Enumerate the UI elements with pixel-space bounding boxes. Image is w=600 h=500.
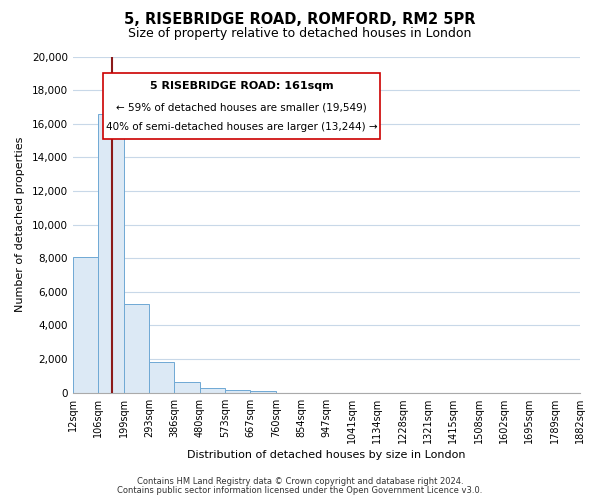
Text: Size of property relative to detached houses in London: Size of property relative to detached ho… <box>128 28 472 40</box>
Text: ← 59% of detached houses are smaller (19,549): ← 59% of detached houses are smaller (19… <box>116 102 367 113</box>
X-axis label: Distribution of detached houses by size in London: Distribution of detached houses by size … <box>187 450 466 460</box>
Bar <box>149 362 175 392</box>
Bar <box>124 304 149 392</box>
Bar <box>200 388 225 392</box>
Text: 5, RISEBRIDGE ROAD, ROMFORD, RM2 5PR: 5, RISEBRIDGE ROAD, ROMFORD, RM2 5PR <box>124 12 476 28</box>
FancyBboxPatch shape <box>103 74 380 139</box>
Bar <box>98 114 124 392</box>
Text: 40% of semi-detached houses are larger (13,244) →: 40% of semi-detached houses are larger (… <box>106 122 377 132</box>
Y-axis label: Number of detached properties: Number of detached properties <box>15 137 25 312</box>
Text: Contains public sector information licensed under the Open Government Licence v3: Contains public sector information licen… <box>118 486 482 495</box>
Bar <box>225 390 250 392</box>
Text: 5 RISEBRIDGE ROAD: 161sqm: 5 RISEBRIDGE ROAD: 161sqm <box>150 82 334 92</box>
Text: Contains HM Land Registry data © Crown copyright and database right 2024.: Contains HM Land Registry data © Crown c… <box>137 477 463 486</box>
Bar <box>73 256 98 392</box>
Bar <box>250 391 276 392</box>
Bar <box>175 382 200 392</box>
